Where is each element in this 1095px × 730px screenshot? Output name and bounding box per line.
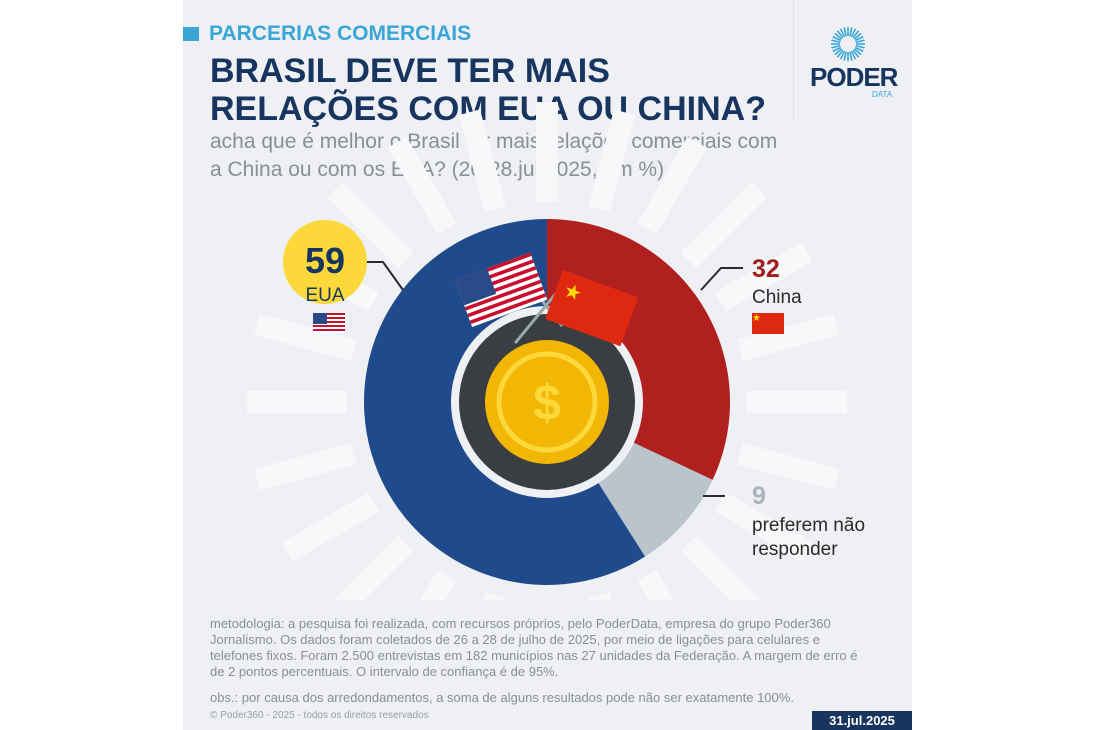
obs-text: obs.: por causa dos arredondamentos, a s… (210, 690, 794, 705)
logo-subtext: DATA (872, 90, 893, 99)
background-ray (637, 136, 707, 235)
china-label: China (752, 287, 802, 308)
kicker-text: PARCERIAS COMERCIAIS (209, 22, 472, 45)
background-ray (588, 109, 636, 212)
background-ray (737, 313, 840, 361)
kicker: PARCERIAS COMERCIAIS (183, 22, 472, 46)
background-ray (458, 109, 506, 212)
date-badge: 31.jul.2025 (812, 711, 912, 730)
background-ray (419, 569, 457, 600)
donut-chart: $ ★ (247, 102, 847, 600)
china-flag-small-icon: ★ (752, 313, 784, 334)
eua-value: 59 (304, 240, 346, 281)
nr-value: 9 (752, 482, 766, 510)
page-title: BRASIL DEVE TER MAIS RELAÇÕES COM EUA OU… (210, 52, 766, 128)
background-ray (333, 535, 414, 600)
kicker-square-icon (183, 27, 199, 41)
infographic-card: PARCERIAS COMERCIAIS BRASIL DEVE TER MAI… (183, 0, 912, 730)
eua-leader-line (363, 261, 404, 291)
nr-label: preferem não responder (752, 515, 866, 560)
coin-icon (485, 340, 609, 464)
us-flag-small-icon (313, 313, 345, 333)
background-ray (327, 182, 414, 269)
eua-badge (283, 220, 367, 304)
background-ray (714, 242, 813, 312)
background-ray (281, 492, 380, 562)
eua-label: EUA (305, 285, 345, 306)
background-ray (254, 313, 357, 361)
sunburst-icon (831, 27, 865, 61)
china-leader-line (700, 267, 743, 291)
china-value: 32 (752, 255, 780, 283)
background-ray (737, 443, 840, 491)
china-flag-icon: ★ (513, 270, 639, 347)
background-ray (254, 443, 357, 491)
background-ray (680, 535, 761, 600)
dollar-icon: $ (533, 375, 561, 431)
background-ray (482, 592, 506, 600)
logo-text: PODER (810, 62, 898, 92)
background-ray (714, 492, 813, 562)
background-ray (680, 182, 767, 269)
copyright: © Poder360 - 2025 - todos os direitos re… (210, 710, 429, 721)
methodology-text: metodologia: a pesquisa foi realizada, c… (210, 616, 858, 679)
poderdata-logo: PODER DATA (793, 0, 914, 120)
us-flag-icon (455, 252, 564, 328)
background-ray (588, 592, 612, 600)
background-ray (637, 569, 675, 600)
background-ray (387, 136, 457, 235)
